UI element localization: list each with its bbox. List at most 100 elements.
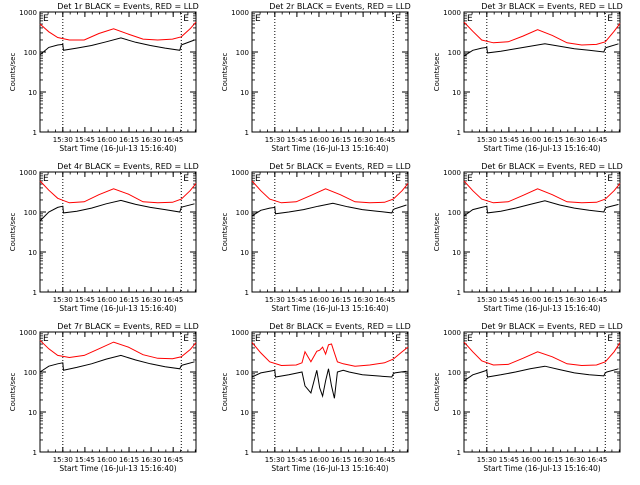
x-axis-label: Start Time (16-Jul-13 15:16:40) <box>59 144 176 153</box>
y-tick-label: 100 <box>24 49 37 57</box>
x-tick-label: 16:15 <box>543 296 563 304</box>
y-tick-label: 1 <box>33 129 37 137</box>
plot-frame <box>251 171 409 293</box>
y-tick-label: 1000 <box>19 9 37 17</box>
y-tick-label: 10 <box>240 89 249 97</box>
event-marker-label: E <box>607 334 613 344</box>
series-lld-line <box>463 21 621 46</box>
panel-det-3: Det 3r BLACK = Events, RED = LLD 1 10 100 10… <box>433 2 623 153</box>
y-axis-label: Counts/sec <box>221 213 229 252</box>
event-marker-label: E <box>43 14 49 24</box>
x-tick-label: 16:00 <box>97 136 117 144</box>
x-tick-label: 16:30 <box>565 136 585 144</box>
y-tick-label: 100 <box>24 209 37 217</box>
plot-frame <box>251 11 409 133</box>
series-events-line <box>463 365 619 382</box>
y-axis-label: Counts/sec <box>433 213 441 252</box>
y-axis-label: Counts/sec <box>433 373 441 412</box>
y-tick-label: 10 <box>28 89 37 97</box>
event-marker-label: E <box>395 14 401 24</box>
x-tick-label: 16:15 <box>331 136 351 144</box>
x-tick-label: 16:30 <box>353 456 373 464</box>
y-axis-label: Counts/sec <box>9 373 17 412</box>
event-marker-label: E <box>255 174 261 184</box>
event-marker-label: E <box>467 334 473 344</box>
y-tick-label: 1 <box>457 129 461 137</box>
x-tick-label: 15:45 <box>75 296 95 304</box>
x-tick-label: 16:00 <box>521 136 541 144</box>
x-tick-label: 15:30 <box>477 296 497 304</box>
series-lld-line <box>463 180 621 204</box>
y-axis-label: Counts/sec <box>433 53 441 92</box>
panel-title: Det 5r BLACK = Events, RED = LLD <box>269 162 411 171</box>
x-tick-label: 15:30 <box>53 136 73 144</box>
y-tick-label: 10 <box>452 89 461 97</box>
plot-frame <box>463 331 621 453</box>
plot-frame <box>39 331 197 453</box>
x-tick-label: 16:30 <box>565 456 585 464</box>
x-tick-label: 16:45 <box>587 456 607 464</box>
x-tick-label: 16:45 <box>163 456 183 464</box>
y-tick-label: 1000 <box>231 169 249 177</box>
y-tick-label: 1 <box>245 289 249 297</box>
event-marker-label: E <box>467 174 473 184</box>
x-tick-label: 16:30 <box>565 296 585 304</box>
y-tick-label: 100 <box>236 209 249 217</box>
panel-title: Det 9r BLACK = Events, RED = LLD <box>481 322 623 331</box>
series-lld-line <box>39 180 197 204</box>
x-axis-label: Start Time (16-Jul-13 15:16:40) <box>483 464 600 473</box>
panel-title: Det 2r BLACK = Events, RED = LLD <box>269 2 411 11</box>
y-tick-label: 1 <box>457 289 461 297</box>
series-lld-line <box>39 339 197 360</box>
x-tick-label: 15:45 <box>499 456 519 464</box>
x-tick-label: 15:45 <box>499 296 519 304</box>
y-tick-label: 1000 <box>19 169 37 177</box>
x-tick-label: 15:30 <box>53 456 73 464</box>
x-tick-label: 16:30 <box>141 136 161 144</box>
x-tick-label: 16:30 <box>141 456 161 464</box>
plot-frame <box>463 11 621 133</box>
panel-det-8: Det 8r BLACK = Events, RED = LLD 1 10 100 10… <box>221 322 411 473</box>
plot-frame <box>251 331 409 453</box>
series-events-line <box>463 200 619 217</box>
y-tick-label: 1 <box>33 289 37 297</box>
series-lld-line <box>251 180 409 204</box>
x-tick-label: 15:30 <box>265 456 285 464</box>
y-tick-label: 10 <box>240 409 249 417</box>
plot-frame <box>39 11 197 133</box>
panel-title: Det 7r BLACK = Events, RED = LLD <box>57 322 199 331</box>
y-tick-label: 100 <box>236 369 249 377</box>
x-tick-label: 15:45 <box>75 136 95 144</box>
x-tick-label: 16:15 <box>331 296 351 304</box>
series-lld-line <box>251 342 409 367</box>
x-tick-label: 15:45 <box>287 296 307 304</box>
x-tick-label: 16:15 <box>543 456 563 464</box>
panel-title: Det 4r BLACK = Events, RED = LLD <box>57 162 199 171</box>
y-tick-label: 1000 <box>19 329 37 337</box>
x-tick-label: 16:30 <box>141 296 161 304</box>
y-axis-label: Counts/sec <box>221 373 229 412</box>
panel-title: Det 1r BLACK = Events, RED = LLD <box>57 2 199 11</box>
y-axis-label: Counts/sec <box>221 53 229 92</box>
event-marker-label: E <box>395 334 401 344</box>
panel-title: Det 3r BLACK = Events, RED = LLD <box>481 2 623 11</box>
series-events-line <box>251 368 407 399</box>
panel-det-4: Det 4r BLACK = Events, RED = LLD 1 10 100 10… <box>9 162 199 313</box>
x-tick-label: 15:45 <box>287 136 307 144</box>
x-axis-label: Start Time (16-Jul-13 15:16:40) <box>483 304 600 313</box>
y-tick-label: 1000 <box>231 9 249 17</box>
y-tick-label: 100 <box>24 369 37 377</box>
event-marker-label: E <box>43 334 49 344</box>
y-tick-label: 10 <box>452 409 461 417</box>
panel-title: Det 8r BLACK = Events, RED = LLD <box>269 322 411 331</box>
series-events-line <box>251 202 407 217</box>
event-marker-label: E <box>255 14 261 24</box>
y-tick-label: 10 <box>28 409 37 417</box>
x-tick-label: 15:30 <box>477 136 497 144</box>
event-marker-label: E <box>43 174 49 184</box>
x-tick-label: 15:30 <box>477 456 497 464</box>
plot-frame <box>39 171 197 293</box>
event-marker-label: E <box>395 174 401 184</box>
